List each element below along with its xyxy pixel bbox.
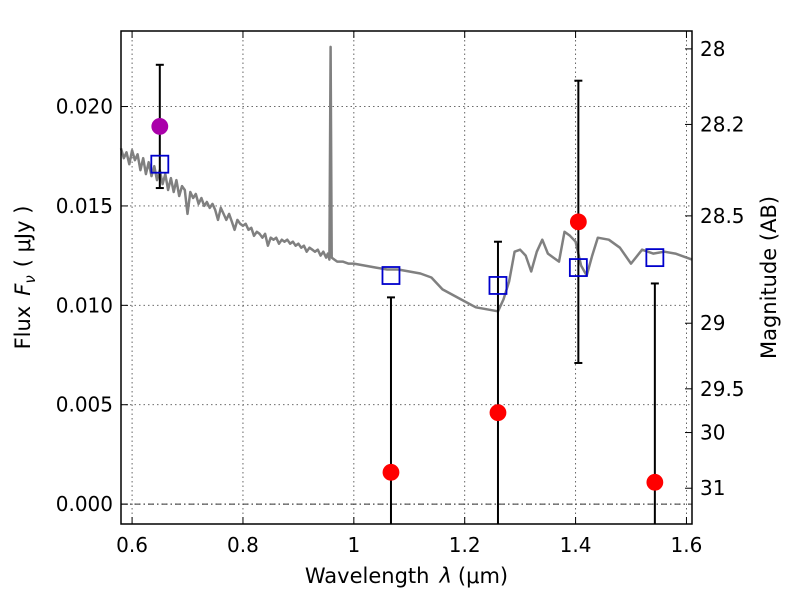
y-axis-label-text: Flux <box>11 306 35 350</box>
x-tick-label: 1 <box>347 533 360 557</box>
x-tick-label: 1.4 <box>560 533 592 557</box>
measurement-point <box>646 473 664 491</box>
measurement-point <box>569 213 587 231</box>
x-tick-label: 1.6 <box>671 533 703 557</box>
model-square-marker <box>645 248 665 268</box>
measurement-point <box>489 404 507 422</box>
y2-tick-label: 29.5 <box>700 377 745 401</box>
tick-marks <box>121 31 692 524</box>
x-tick-label: 1.2 <box>449 533 481 557</box>
y2-tick-label: 31 <box>700 476 725 500</box>
y2-tick-label: 28 <box>700 37 725 61</box>
y2-tick-label: 28.2 <box>700 112 745 136</box>
data-layer <box>119 45 693 524</box>
x-axis-label: Wavelength λ (μm) <box>305 564 508 588</box>
y-tick-label: 0.000 <box>56 492 113 516</box>
plot-frame <box>120 30 693 525</box>
x-tick-label: 0.6 <box>116 533 148 557</box>
y-tick-label: 0.015 <box>56 194 113 218</box>
y2-tick-label: 29 <box>700 311 725 335</box>
x-tick-label: 0.8 <box>227 533 259 557</box>
x-axis-label-symbol: λ <box>438 564 451 588</box>
y-tick-label: 0.020 <box>56 95 113 119</box>
model-square-marker <box>381 266 401 285</box>
model-square-marker <box>150 154 170 174</box>
y2-axis-label: Magnitude (AB) <box>757 196 781 359</box>
model-square-marker <box>568 258 588 277</box>
x-axis-label-unit: (μm) <box>458 564 508 588</box>
y-axis-label-symbol: F <box>11 283 35 296</box>
y2-tick-label: 30 <box>700 421 725 445</box>
measurement-point <box>151 118 169 135</box>
x-axis-label-text: Wavelength <box>305 564 430 588</box>
y-tick-label: 0.005 <box>56 393 113 417</box>
y-axis-label: Flux Fν ( μJy ) <box>11 206 39 350</box>
spectrum-line <box>119 45 693 313</box>
y2-tick-label: 28.5 <box>700 204 745 228</box>
y-axis-label-unit: ( μJy ) <box>11 206 35 268</box>
y-axis-label-subscript: ν <box>21 275 39 283</box>
measurement-point <box>382 463 400 481</box>
y-tick-label: 0.010 <box>56 293 113 317</box>
grid-lines <box>121 31 692 524</box>
model-square-marker <box>488 276 508 295</box>
